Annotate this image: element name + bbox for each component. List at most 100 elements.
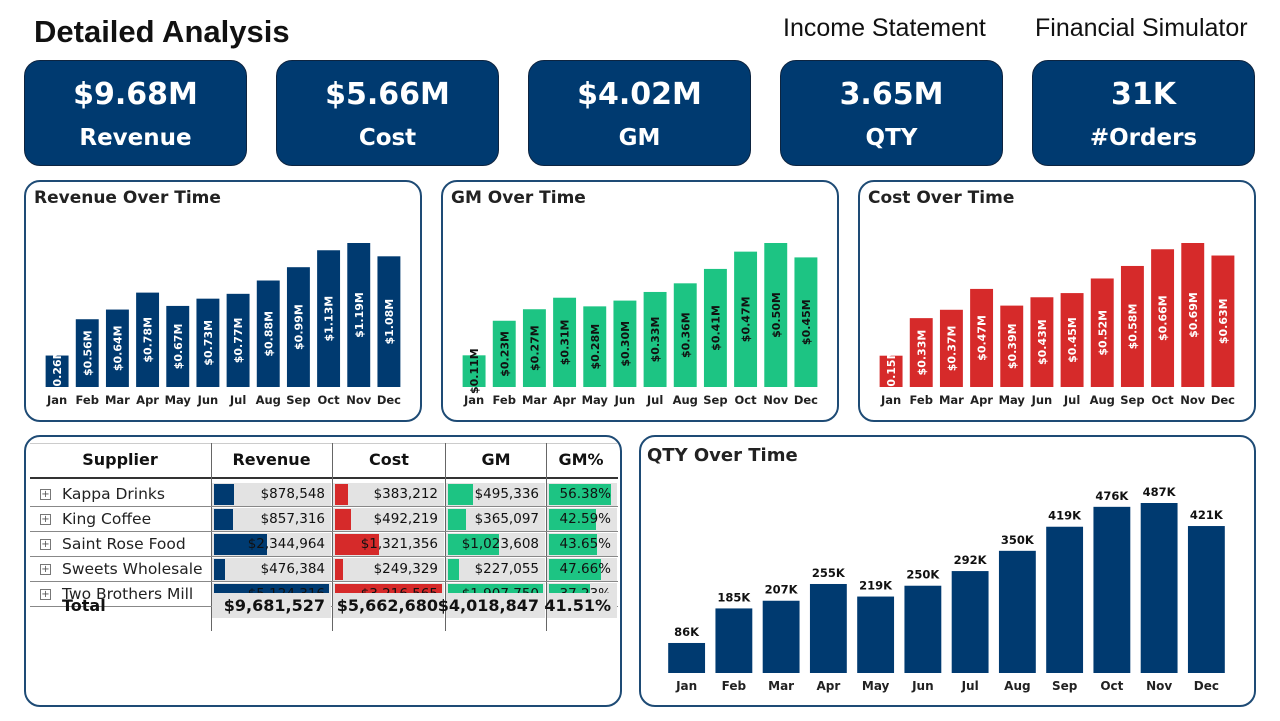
bar-jun[interactable] — [196, 298, 220, 387]
bar-jul[interactable] — [226, 293, 250, 387]
nav-income-statement[interactable]: Income Statement — [783, 14, 986, 42]
bar-apr[interactable] — [809, 583, 847, 673]
cell-revenue: $878,548 — [212, 483, 331, 506]
table-row[interactable]: + Sweets Wholesale $476,384 $249,329 $227,05… — [30, 557, 618, 582]
col-header-cost[interactable]: Cost — [369, 450, 409, 469]
bar-apr[interactable] — [553, 297, 577, 387]
table-row[interactable]: + Saint Rose Food $2,344,964 $1,321,356 $1,0… — [30, 532, 618, 557]
column-divider — [332, 443, 333, 631]
bar-mar[interactable] — [105, 309, 129, 387]
col-header-supplier[interactable]: Supplier — [82, 450, 158, 469]
bar-sep[interactable] — [703, 268, 727, 387]
bar-aug[interactable] — [256, 280, 280, 387]
data-label: $0.66M — [1157, 295, 1170, 341]
data-label: $0.47M — [976, 315, 989, 361]
cell-value: $1,321,356 — [360, 536, 438, 552]
bar-dec[interactable] — [377, 256, 401, 387]
revenue-chart-panel[interactable]: Revenue Over Time Jan $0.26M Feb $0.56M Mar $… — [24, 180, 422, 422]
bar-aug[interactable] — [673, 283, 697, 387]
x-tick-label: Jun — [197, 393, 219, 407]
bar-nov[interactable] — [1181, 243, 1205, 387]
expand-row-icon[interactable]: + — [40, 489, 51, 500]
bar-feb[interactable] — [492, 320, 516, 387]
nav-financial-simulator[interactable]: Financial Simulator — [1035, 14, 1248, 42]
x-tick-label: Jul — [646, 393, 663, 407]
kpi-card-qty[interactable]: 3.65M QTY — [780, 60, 1003, 166]
data-label: $0.39M — [1006, 323, 1019, 369]
gm-chart-panel[interactable]: GM Over Time Jan $0.11M Feb $0.23M Mar $0.27M… — [441, 180, 839, 422]
bar-nov[interactable] — [764, 243, 788, 387]
bar-nov[interactable] — [1140, 503, 1178, 673]
table-row[interactable]: + Kappa Drinks $878,548 $383,212 $495,336 56.… — [30, 482, 618, 507]
total-cost-cell: $5,662,680 — [333, 593, 444, 618]
bar-dec[interactable] — [794, 257, 818, 387]
kpi-card-cost[interactable]: $5.66M Cost — [276, 60, 499, 166]
data-label: $0.63M — [1217, 298, 1230, 344]
bar-nov[interactable] — [347, 243, 371, 387]
bar-jul[interactable] — [643, 291, 667, 387]
data-label: $0.78M — [142, 317, 155, 363]
bar-aug[interactable] — [1090, 278, 1114, 387]
col-header-gm[interactable]: GM — [481, 450, 511, 469]
bar-feb[interactable] — [75, 319, 99, 387]
cell-value: $2,344,964 — [247, 536, 325, 552]
bar-feb[interactable] — [909, 318, 933, 387]
bar-jul[interactable] — [1060, 293, 1084, 387]
col-header-gm-pct[interactable]: GM% — [558, 450, 604, 469]
bar-jun[interactable] — [613, 300, 637, 387]
bar-may[interactable] — [583, 306, 607, 387]
bar-jun[interactable] — [904, 585, 942, 673]
chart-title: GM Over Time — [451, 188, 586, 208]
cost-chart-panel[interactable]: Cost Over Time Jan $0.15M Feb $0.33M Mar $0.3… — [858, 180, 1256, 422]
x-tick-label: Aug — [256, 393, 281, 407]
supplier-table-panel[interactable]: Supplier Revenue Cost GM GM% + Kappa Drin… — [24, 435, 622, 707]
bar-apr[interactable] — [136, 292, 160, 387]
expand-row-icon[interactable]: + — [40, 564, 51, 575]
data-label: $0.36M — [679, 312, 692, 358]
col-header-revenue[interactable]: Revenue — [232, 450, 311, 469]
bar-jul[interactable] — [951, 571, 989, 673]
qty-chart-panel[interactable]: QTY Over Time Jan 86K Feb 185K Mar 207K Apr 255… — [639, 435, 1256, 707]
kpi-value: $4.02M — [577, 77, 702, 112]
bar-jan[interactable] — [668, 642, 706, 673]
cell-value: 43.65% — [559, 536, 611, 552]
cell-value: $492,219 — [373, 511, 438, 527]
expand-row-icon[interactable]: + — [40, 589, 51, 600]
bar-may[interactable] — [857, 596, 895, 673]
bar-oct[interactable] — [1093, 506, 1131, 673]
bar-sep[interactable] — [1046, 526, 1084, 673]
bar-oct[interactable] — [1151, 249, 1175, 387]
bar-oct[interactable] — [317, 250, 341, 387]
bar-mar[interactable] — [762, 600, 800, 673]
data-bar — [335, 509, 352, 530]
supplier-name: King Coffee — [62, 510, 152, 528]
bar-aug[interactable] — [998, 550, 1036, 673]
bar-jun[interactable] — [1030, 297, 1054, 387]
expand-row-icon[interactable]: + — [40, 514, 51, 525]
bar-sep[interactable] — [286, 267, 310, 387]
data-bar — [549, 484, 612, 505]
table-row[interactable]: + King Coffee $857,316 $492,219 $365,097 42.5… — [30, 507, 618, 532]
bar-mar[interactable] — [939, 309, 963, 387]
bar-dec[interactable] — [1211, 255, 1235, 387]
bar-may[interactable] — [166, 305, 190, 387]
data-label: $0.33M — [915, 330, 928, 376]
bar-jan[interactable] — [462, 355, 486, 387]
data-label: $0.47M — [740, 296, 753, 342]
data-label: $0.52M — [1096, 310, 1109, 356]
bar-oct[interactable] — [734, 251, 758, 387]
bar-may[interactable] — [1000, 305, 1024, 387]
kpi-card-gm[interactable]: $4.02M GM — [528, 60, 751, 166]
kpi-card-revenue[interactable]: $9.68M Revenue — [24, 60, 247, 166]
bar-sep[interactable] — [1120, 265, 1144, 387]
bar-mar[interactable] — [522, 309, 546, 387]
expand-row-icon[interactable]: + — [40, 539, 51, 550]
bar-apr[interactable] — [970, 288, 994, 387]
data-bar — [448, 484, 473, 505]
kpi-card-orders[interactable]: 31K #Orders — [1032, 60, 1255, 166]
bar-jan[interactable] — [45, 355, 69, 387]
bar-dec[interactable] — [1187, 526, 1225, 673]
bar-feb[interactable] — [715, 608, 753, 673]
bar-jan[interactable] — [879, 355, 903, 387]
total-revenue-cell: $9,681,527 — [212, 593, 331, 618]
